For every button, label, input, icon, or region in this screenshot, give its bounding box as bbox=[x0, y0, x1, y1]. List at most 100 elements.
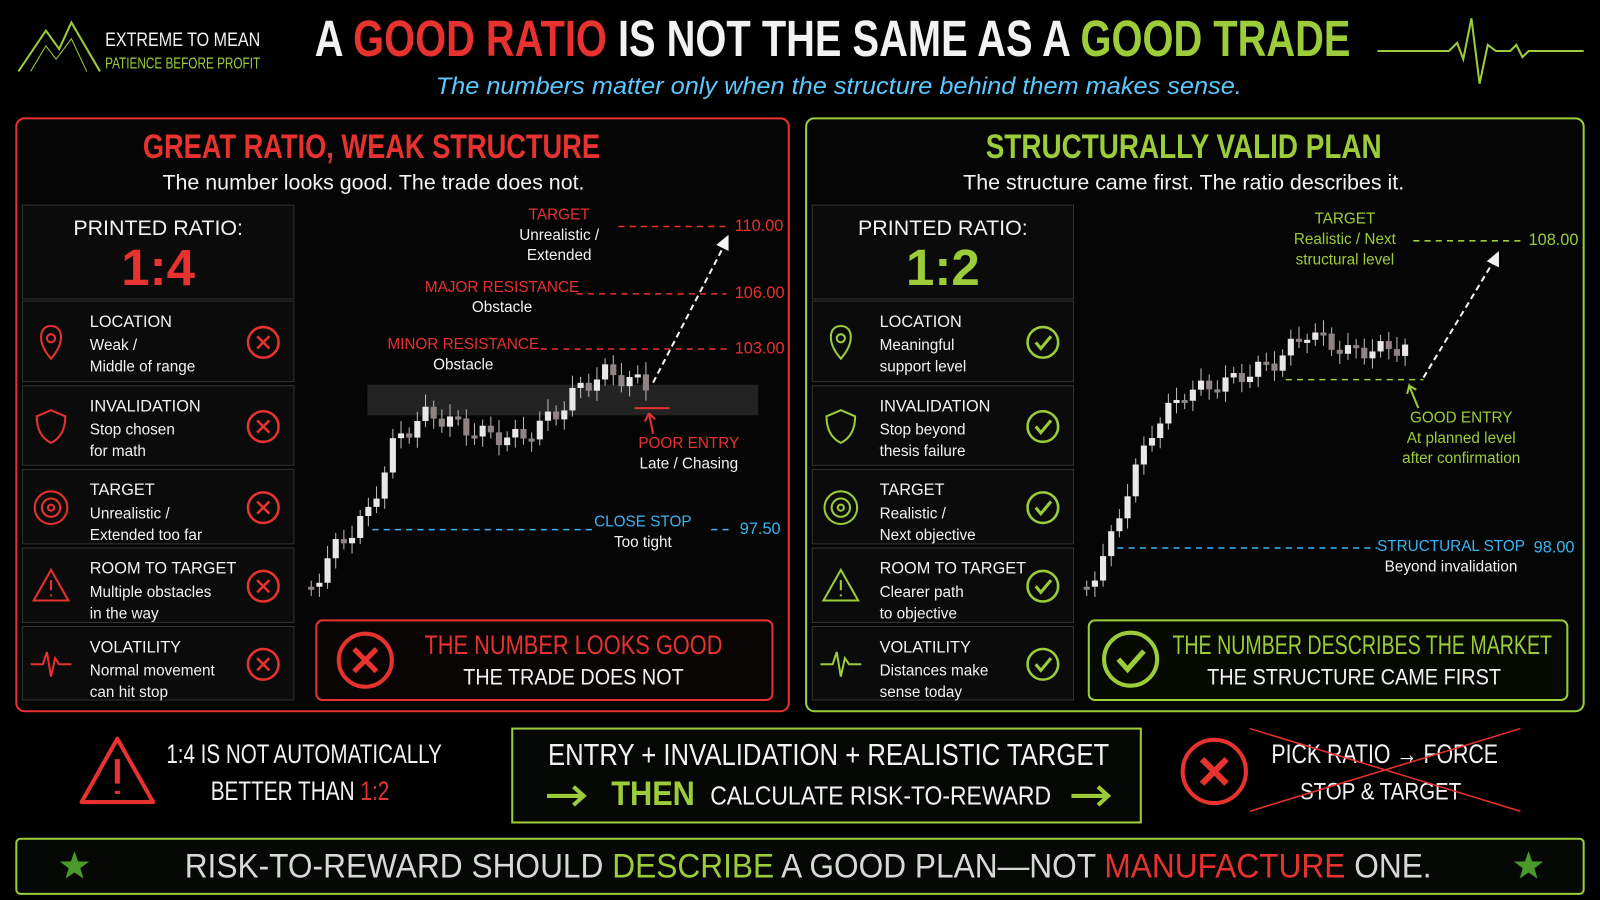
annotation-text: structural level bbox=[1296, 251, 1395, 268]
verdict-line1: THE NUMBER DESCRIBES THE MARKET bbox=[1172, 630, 1552, 660]
text-part: A bbox=[315, 10, 353, 67]
item-title: TARGET bbox=[880, 481, 945, 499]
item-text: Normal movement bbox=[90, 662, 216, 679]
candle-body bbox=[348, 537, 356, 544]
candle-body bbox=[381, 472, 388, 499]
item-title: LOCATION bbox=[90, 313, 172, 331]
candle-body bbox=[1312, 332, 1319, 340]
candle-body bbox=[1402, 344, 1409, 356]
candle-body bbox=[1263, 361, 1270, 365]
candle-body bbox=[1230, 373, 1237, 378]
icon-pin bbox=[40, 324, 62, 361]
item-text: support level bbox=[880, 358, 967, 375]
process-box bbox=[511, 727, 1142, 824]
candle-body bbox=[1385, 341, 1392, 350]
candle-body bbox=[610, 364, 617, 376]
candle-body bbox=[1304, 339, 1311, 343]
candle-body bbox=[365, 506, 372, 517]
avoid-x bbox=[1199, 757, 1229, 786]
candle-body bbox=[373, 498, 380, 507]
verdict-line2: THE TRADE DOES NOT bbox=[463, 664, 684, 689]
candle-body bbox=[316, 582, 323, 587]
price-label: 106.00 bbox=[735, 284, 785, 302]
avoid-text: PICK RATIO → FORCE bbox=[1271, 739, 1498, 769]
candle-body bbox=[602, 364, 609, 380]
item-text: sense today bbox=[880, 684, 963, 701]
annotation-text: Too tight bbox=[614, 534, 673, 551]
candle-body bbox=[340, 539, 347, 544]
candle-body bbox=[446, 416, 454, 427]
verdict-box bbox=[315, 619, 774, 702]
status-circle bbox=[246, 491, 280, 525]
process-arrow bbox=[1071, 785, 1112, 807]
status-circle bbox=[1026, 491, 1060, 525]
text-part: A GOOD PLAN—NOT bbox=[774, 848, 1104, 886]
candle-body bbox=[1157, 423, 1164, 439]
panel-title: GREAT RATIO, WEAK STRUCTURE bbox=[143, 128, 600, 166]
status-check bbox=[1034, 500, 1053, 517]
candle-body bbox=[479, 425, 486, 437]
panel-title: STRUCTURALLY VALID PLAN bbox=[986, 128, 1382, 166]
text-part: GOOD RATIO bbox=[353, 10, 607, 67]
annotation-label: STRUCTURAL STOP bbox=[1377, 538, 1525, 555]
avoid-icon bbox=[1180, 737, 1248, 806]
icon-shield bbox=[35, 409, 67, 444]
annotation-text: Late / Chasing bbox=[639, 455, 738, 472]
item-title: ROOM TO TARGET bbox=[880, 560, 1027, 578]
candle-body bbox=[332, 539, 339, 559]
candle-body bbox=[1206, 380, 1213, 390]
candle-body bbox=[1108, 531, 1115, 557]
candle-body bbox=[1132, 464, 1139, 497]
candle-body bbox=[1271, 363, 1278, 371]
candle-body bbox=[569, 387, 576, 411]
candle-body bbox=[618, 375, 625, 387]
price-label: 108.00 bbox=[1529, 231, 1579, 249]
icon-pin-dot bbox=[835, 333, 846, 344]
icon-pulse bbox=[820, 651, 862, 677]
ratio-value: 1:4 bbox=[121, 239, 195, 296]
candle-body bbox=[1287, 338, 1294, 356]
text-part: 1:2 bbox=[360, 776, 389, 806]
item-text: for math bbox=[90, 443, 146, 460]
target-arrow bbox=[1422, 258, 1496, 379]
annotation-text: Beyond invalidation bbox=[1385, 558, 1518, 575]
candle-body bbox=[389, 438, 396, 473]
item-title: INVALIDATION bbox=[90, 397, 201, 415]
text-part: IS NOT THE SAME AS A bbox=[607, 10, 1081, 67]
text-part: DESCRIBE bbox=[612, 848, 774, 886]
candle-body bbox=[1353, 345, 1360, 349]
item-text: Realistic / bbox=[880, 505, 947, 522]
icon-shield bbox=[825, 409, 857, 444]
price-label: 98.00 bbox=[1534, 538, 1575, 556]
candle-body bbox=[504, 437, 511, 446]
candle-body bbox=[561, 410, 568, 420]
candle-body bbox=[1279, 355, 1286, 371]
item-text: Multiple obstacles bbox=[90, 584, 212, 601]
icon-target bbox=[823, 490, 859, 525]
annotation-label: POOR ENTRY bbox=[638, 435, 739, 452]
item-text: Clearer path bbox=[880, 584, 964, 601]
status-circle bbox=[1026, 325, 1060, 359]
item-title: INVALIDATION bbox=[880, 397, 991, 415]
process-arrow bbox=[546, 785, 587, 807]
candle-body bbox=[487, 425, 494, 433]
item-text: Unrealistic / bbox=[90, 505, 171, 522]
candle-body bbox=[357, 516, 364, 538]
icon-warning bbox=[31, 567, 71, 602]
status-circle bbox=[1026, 409, 1060, 444]
brand-name: EXTREME TO MEAN bbox=[105, 29, 260, 51]
annotation-label: MAJOR RESISTANCE bbox=[425, 279, 579, 296]
candle-body bbox=[1344, 345, 1352, 354]
item-text: Next objective bbox=[880, 527, 976, 544]
price-label: 97.50 bbox=[740, 520, 781, 538]
warning-text: 1:4 IS NOT AUTOMATICALLY bbox=[166, 739, 442, 769]
candle-body bbox=[397, 433, 405, 439]
candle-body bbox=[1238, 373, 1245, 383]
verdict-line1: THE NUMBER LOOKS GOOD bbox=[424, 630, 722, 660]
status-x bbox=[256, 419, 271, 434]
status-circle bbox=[246, 409, 280, 444]
icon-target bbox=[830, 497, 852, 518]
candle-body bbox=[1116, 518, 1123, 532]
panel-subtitle: The structure came first. The ratio desc… bbox=[963, 170, 1404, 194]
